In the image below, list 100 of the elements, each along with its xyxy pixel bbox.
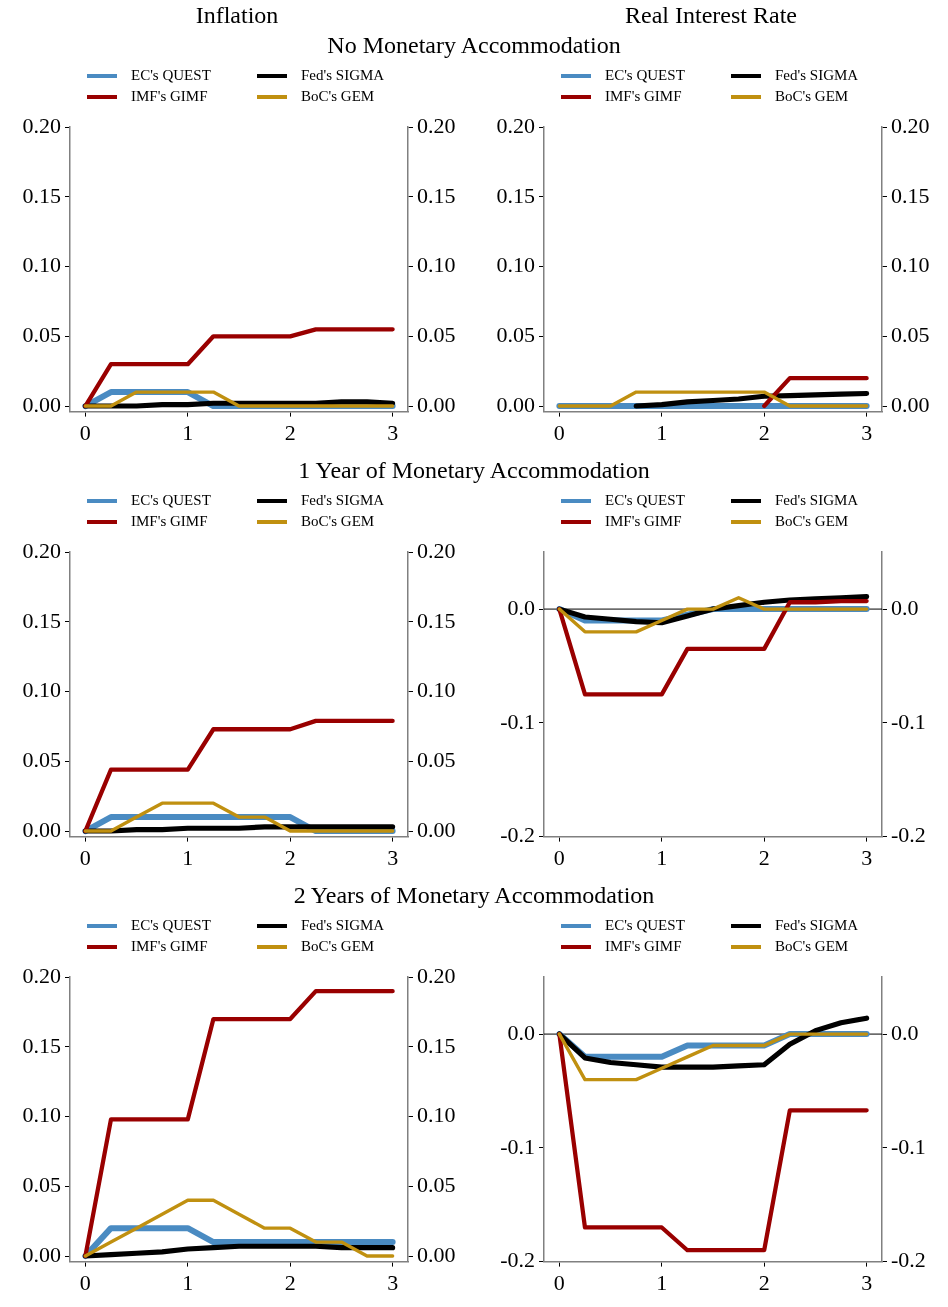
y-tick-label: 0.00 bbox=[22, 1241, 61, 1267]
x-tick-label: 3 bbox=[861, 419, 873, 445]
y-tick-label: 0.00 bbox=[22, 816, 61, 842]
y2-tick-label: -0.2 bbox=[891, 1247, 926, 1273]
y-tick-label: 0.00 bbox=[22, 391, 61, 417]
y2-tick-label: 0.0 bbox=[891, 594, 919, 620]
y-tick-label: 0.05 bbox=[22, 747, 61, 773]
legend-label: Fed's SIGMA bbox=[301, 67, 385, 84]
x-tick-label: 1 bbox=[182, 419, 194, 445]
legend-label: Fed's SIGMA bbox=[775, 492, 859, 509]
y-tick-label: 0.10 bbox=[22, 677, 61, 703]
text: No Monetary Accommodation bbox=[326, 31, 622, 60]
y-tick-label: 0.0 bbox=[507, 594, 535, 620]
y2-tick-label: -0.1 bbox=[891, 1133, 926, 1159]
y2-tick-label: -0.2 bbox=[891, 822, 926, 848]
y-tick-label: 0.0 bbox=[507, 1019, 535, 1045]
y-tick-label: 0.15 bbox=[22, 607, 61, 633]
x-tick-label: 2 bbox=[758, 419, 770, 445]
x-tick-label: 2 bbox=[284, 844, 296, 870]
y2-tick-label: 0.15 bbox=[417, 1032, 456, 1058]
legend-label: EC's QUEST bbox=[605, 67, 685, 84]
x-tick-label: 0 bbox=[79, 1269, 91, 1295]
x-tick-label: 1 bbox=[182, 1269, 194, 1295]
legend-label: BoC's GEM bbox=[775, 88, 849, 105]
y-tick-label: 0.15 bbox=[22, 182, 61, 208]
x-tick-label: 2 bbox=[758, 844, 770, 870]
y-tick-label: 0.15 bbox=[496, 182, 535, 208]
y-tick-label: 0.10 bbox=[22, 1102, 61, 1128]
y2-tick-label: 0.20 bbox=[891, 112, 930, 138]
legend-label: EC's QUEST bbox=[131, 492, 211, 509]
y-tick-label: 0.20 bbox=[496, 112, 535, 138]
x-tick-label: 2 bbox=[284, 1269, 296, 1295]
y2-tick-label: 0.10 bbox=[891, 252, 930, 278]
y2-tick-label: 0.10 bbox=[417, 677, 456, 703]
legend-label: Fed's SIGMA bbox=[775, 67, 859, 84]
legend-label: IMF's GIMF bbox=[605, 938, 682, 955]
y-tick-label: -0.2 bbox=[500, 1247, 535, 1273]
y2-tick-label: 0.10 bbox=[417, 1102, 456, 1128]
x-tick-label: 3 bbox=[861, 1269, 873, 1295]
y2-tick-label: 0.05 bbox=[417, 322, 456, 348]
y2-tick-label: 0.20 bbox=[417, 537, 456, 563]
x-tick-label: 0 bbox=[553, 419, 565, 445]
y2-tick-label: 0.15 bbox=[417, 182, 456, 208]
y2-tick-label: 0.20 bbox=[417, 112, 456, 138]
legend-label: BoC's GEM bbox=[775, 938, 849, 955]
y2-tick-label: 0.00 bbox=[417, 816, 456, 842]
y-tick-label: 0.05 bbox=[22, 1172, 61, 1198]
x-tick-label: 3 bbox=[861, 844, 873, 870]
y-tick-label: 0.20 bbox=[22, 537, 61, 563]
y2-tick-label: 0.05 bbox=[417, 747, 456, 773]
legend-label: Fed's SIGMA bbox=[301, 917, 385, 934]
y-tick-label: -0.1 bbox=[500, 708, 535, 734]
chart-title: Real Interest Rate bbox=[624, 1, 798, 30]
x-tick-label: 0 bbox=[79, 844, 91, 870]
y2-tick-label: 0.00 bbox=[417, 1241, 456, 1267]
y2-tick-label: 0.05 bbox=[891, 322, 930, 348]
y-tick-label: 0.15 bbox=[22, 1032, 61, 1058]
y-tick-label: 0.20 bbox=[22, 962, 61, 988]
legend-label: IMF's GIMF bbox=[131, 88, 208, 105]
legend-label: EC's QUEST bbox=[605, 492, 685, 509]
x-tick-label: 1 bbox=[656, 419, 668, 445]
x-tick-label: 0 bbox=[79, 419, 91, 445]
y-tick-label: 0.10 bbox=[22, 252, 61, 278]
legend-label: IMF's GIMF bbox=[131, 513, 208, 530]
text: 1 Year of Monetary Accommodation bbox=[297, 456, 651, 485]
y-tick-label: 0.05 bbox=[22, 322, 61, 348]
legend-label: IMF's GIMF bbox=[131, 938, 208, 955]
y2-tick-label: 0.10 bbox=[417, 252, 456, 278]
legend-label: BoC's GEM bbox=[301, 513, 375, 530]
y2-tick-label: 0.05 bbox=[417, 1172, 456, 1198]
y2-tick-label: 0.00 bbox=[891, 391, 930, 417]
y-tick-label: -0.2 bbox=[500, 822, 535, 848]
y-tick-label: 0.10 bbox=[496, 252, 535, 278]
legend-label: EC's QUEST bbox=[131, 67, 211, 84]
legend-label: EC's QUEST bbox=[131, 917, 211, 934]
y2-tick-label: 0.0 bbox=[891, 1019, 919, 1045]
y2-tick-label: 0.00 bbox=[417, 391, 456, 417]
legend-label: BoC's GEM bbox=[775, 513, 849, 530]
y2-tick-label: 0.15 bbox=[891, 182, 930, 208]
x-tick-label: 3 bbox=[387, 844, 399, 870]
legend-label: Fed's SIGMA bbox=[301, 492, 385, 509]
y-tick-label: 0.20 bbox=[22, 112, 61, 138]
y-tick-label: -0.1 bbox=[500, 1133, 535, 1159]
x-tick-label: 2 bbox=[284, 419, 296, 445]
x-tick-label: 2 bbox=[758, 1269, 770, 1295]
y2-tick-label: 0.15 bbox=[417, 607, 456, 633]
x-tick-label: 0 bbox=[553, 844, 565, 870]
text: 2 Years of Monetary Accommodation bbox=[292, 881, 656, 910]
legend-label: EC's QUEST bbox=[605, 917, 685, 934]
x-tick-label: 1 bbox=[656, 1269, 668, 1295]
x-tick-label: 1 bbox=[182, 844, 194, 870]
legend-label: Fed's SIGMA bbox=[775, 917, 859, 934]
x-tick-label: 3 bbox=[387, 1269, 399, 1295]
y-tick-label: 0.05 bbox=[496, 322, 535, 348]
x-tick-label: 1 bbox=[656, 844, 668, 870]
legend-label: BoC's GEM bbox=[301, 938, 375, 955]
x-tick-label: 3 bbox=[387, 419, 399, 445]
chart-title: Inflation bbox=[194, 1, 280, 30]
y-tick-label: 0.00 bbox=[496, 391, 535, 417]
legend-label: BoC's GEM bbox=[301, 88, 375, 105]
